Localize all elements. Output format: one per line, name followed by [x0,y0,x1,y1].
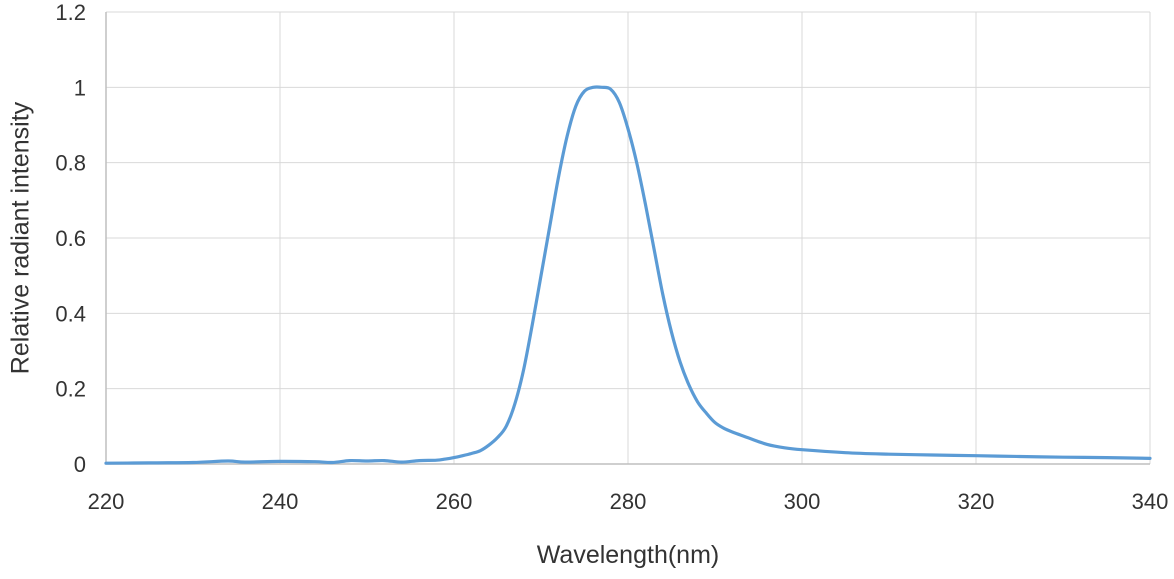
x-tick-label: 240 [262,489,299,514]
x-tick-label: 300 [784,489,821,514]
y-tick-label: 0.6 [55,226,86,251]
grid-lines [106,11,1151,464]
x-tick-label: 260 [436,489,473,514]
x-tick-label: 320 [958,489,995,514]
data-series [104,85,1152,465]
y-tick-label: 0.8 [55,151,86,176]
spectrum-line [104,85,1152,465]
y-tick-label: 0.4 [55,301,86,326]
x-tick-label: 340 [1132,489,1169,514]
x-tick-label: 280 [610,489,647,514]
y-tick-label: 1.2 [55,0,86,25]
y-tick-label: 0 [74,452,86,477]
y-axis-title: Relative radiant intensity [7,101,35,374]
x-tick-label: 220 [88,489,125,514]
y-tick-label: 1 [74,75,86,100]
axes [105,12,1150,465]
y-tick-label: 0.2 [55,377,86,402]
x-axis-title: Wavelength(nm) [537,541,719,569]
tick-labels: 220 240 260 280 300 320 340 0 0.2 0.4 0.6 0.8 1 1.2 [55,0,1168,514]
